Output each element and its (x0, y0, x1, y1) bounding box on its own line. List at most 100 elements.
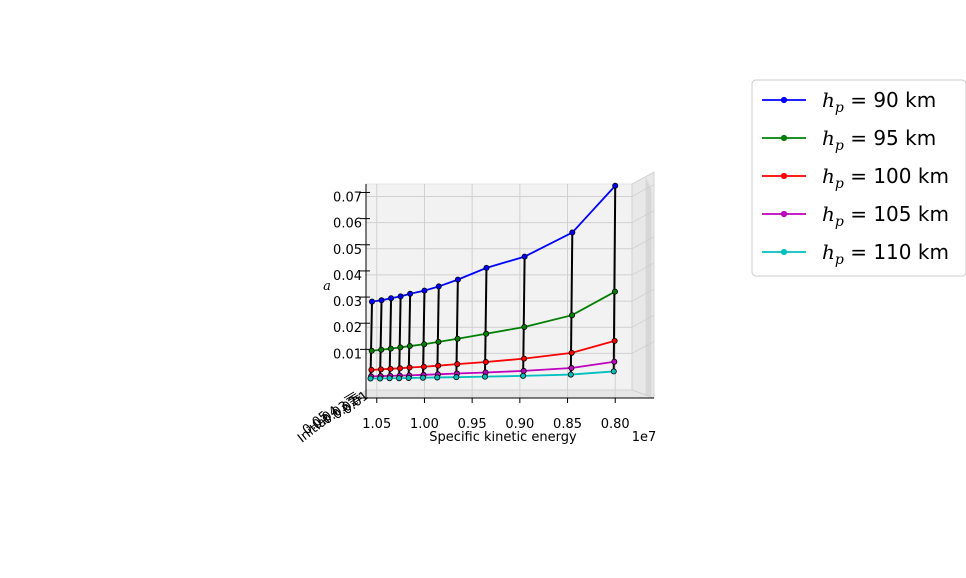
data-point (377, 375, 384, 382)
back-pane (365, 183, 633, 391)
data-point (482, 359, 489, 366)
x-axis-label: Specific kinetic energy (429, 430, 577, 445)
data-point (453, 374, 460, 381)
data-point (378, 297, 385, 304)
series-5 (367, 368, 617, 382)
data-point (612, 182, 619, 189)
data-point (368, 366, 375, 373)
data-point (421, 287, 428, 294)
side-gridline (631, 341, 655, 354)
data-point (568, 349, 575, 356)
y-ticks: 0.07 0.06 0.05 0.04 0.03 0.02 0.01 (333, 190, 370, 362)
data-point (481, 373, 488, 380)
data-point (378, 346, 385, 353)
depth-tick-mark (347, 394, 359, 402)
legend-label: hp = 95 km (822, 126, 936, 154)
legend-entry: hp = 95 km (762, 126, 936, 154)
legend-label: hp = 100 km (822, 164, 949, 192)
connector-line (398, 296, 402, 379)
depth-tick-mark (343, 391, 355, 399)
data-point (367, 375, 374, 382)
connector-line (483, 267, 488, 377)
data-point (520, 372, 527, 379)
y-axis-label: a (323, 279, 331, 294)
x-tick-label: 0.90 (505, 417, 534, 432)
data-point (397, 344, 404, 351)
depth-tick-mark (351, 397, 363, 405)
data-point (406, 364, 413, 371)
y-tick-label: 0.04 (333, 269, 362, 284)
series-2 (368, 288, 618, 354)
x-offset-label: 1e7 (632, 430, 657, 445)
data-point (611, 288, 618, 295)
y-tick-label: 0.06 (333, 217, 362, 232)
y-tick-label: 0.02 (333, 321, 362, 336)
data-point (406, 343, 413, 350)
x-tick-label: 1.00 (410, 417, 439, 432)
data-point (386, 375, 393, 382)
depth-tick-mark (345, 393, 357, 400)
data-point (397, 293, 404, 300)
data-point (483, 264, 490, 271)
data-point (377, 366, 384, 373)
data-point (568, 365, 575, 372)
data-point (368, 347, 375, 354)
y-tick-label: 0.03 (333, 295, 362, 310)
legend-marker (780, 172, 788, 180)
side-gridline (631, 236, 655, 250)
data-point (387, 345, 394, 352)
x-tick-label: 0.80 (601, 417, 630, 432)
legend-label: hp = 90 km (822, 88, 936, 116)
data-point (420, 363, 427, 370)
legend-marker (780, 210, 788, 218)
data-point (421, 341, 428, 348)
y-tick-label: 0.01 (333, 347, 362, 362)
data-point (368, 298, 375, 305)
data-point (396, 375, 403, 382)
legend-entry: hp = 110 km (762, 240, 949, 268)
side-gridline (631, 288, 655, 302)
data-point (405, 374, 412, 381)
legend-entry: hp = 100 km (762, 164, 949, 192)
data-point (521, 355, 528, 362)
data-point (435, 338, 442, 345)
data-point (567, 371, 574, 378)
data-point (435, 283, 442, 290)
side-gridline (631, 210, 655, 223)
x-tick-label: 0.85 (553, 417, 582, 432)
legend-label: hp = 110 km (822, 240, 949, 268)
data-point (435, 362, 442, 369)
series-3 (368, 337, 618, 373)
legend-marker (780, 248, 788, 256)
floor-pane (354, 389, 655, 399)
connector-line (455, 279, 459, 378)
data-point (521, 253, 528, 260)
data-point (611, 337, 618, 344)
connector-line (421, 290, 426, 378)
data-point (520, 367, 527, 374)
data-point (610, 368, 617, 375)
connector-line (436, 286, 440, 378)
data-point (569, 229, 576, 236)
x-tick-label: 0.95 (458, 417, 487, 432)
data-point (387, 365, 394, 372)
data-point (454, 335, 461, 342)
side-pane-ticks (631, 178, 655, 396)
data-point (521, 323, 528, 330)
connector-line (369, 301, 373, 379)
legend-entry: hp = 105 km (762, 202, 949, 230)
data-point (569, 312, 576, 319)
data-point (454, 361, 461, 368)
series-1 (368, 182, 619, 305)
data-point (407, 290, 414, 297)
x-tick-label: 1.05 (362, 417, 391, 432)
legend-box (751, 79, 966, 277)
side-gridline (631, 314, 655, 328)
series-group (367, 182, 619, 382)
connector-line (379, 300, 383, 379)
side-gridline (631, 262, 655, 276)
depth-tick-mark (349, 396, 361, 403)
y-tick-label: 0.07 (333, 190, 362, 205)
data-point (454, 276, 461, 283)
